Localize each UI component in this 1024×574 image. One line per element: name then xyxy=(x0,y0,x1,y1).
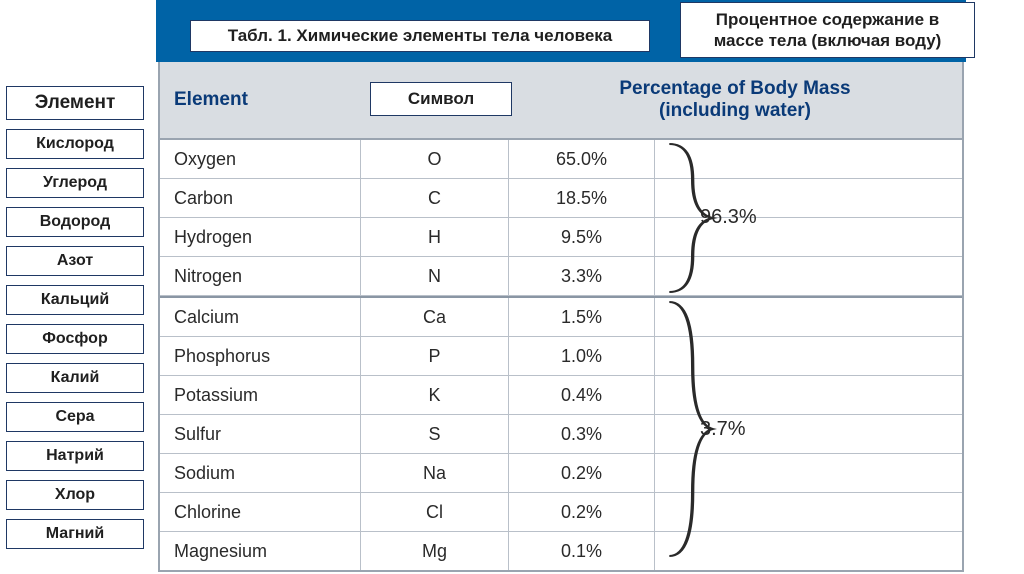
ru-label-box: Калий xyxy=(6,363,144,393)
right-caption-box: Процентное содержание в массе тела (вклю… xyxy=(680,2,975,58)
cell-percent: 1.0% xyxy=(508,337,654,375)
periodic-table-body-mass: Element Percentage of Body Mass (includi… xyxy=(158,62,964,572)
cell-percent: 3.3% xyxy=(508,257,654,295)
table-row: ChlorineCl0.2% xyxy=(160,493,962,532)
table-caption-text: Табл. 1. Химические элементы тела челове… xyxy=(228,26,612,46)
cell-percent: 0.3% xyxy=(508,415,654,453)
ru-label-box: Сера xyxy=(6,402,144,432)
cell-percent: 1.5% xyxy=(508,298,654,336)
cell-symbol: P xyxy=(360,337,508,375)
cell-percent: 0.2% xyxy=(508,454,654,492)
ru-label-box: Магний xyxy=(6,519,144,549)
cell-percent: 0.4% xyxy=(508,376,654,414)
cell-symbol: K xyxy=(360,376,508,414)
cell-percent: 9.5% xyxy=(508,218,654,256)
cell-element: Nitrogen xyxy=(160,257,360,295)
ru-label-box: Фосфор xyxy=(6,324,144,354)
table-row: SulfurS0.3% xyxy=(160,415,962,454)
cell-element: Chlorine xyxy=(160,493,360,531)
ru-label-box: Водород xyxy=(6,207,144,237)
col-header-percentage-line1: Percentage of Body Mass xyxy=(619,78,850,100)
cell-element: Phosphorus xyxy=(160,337,360,375)
cell-percent: 0.2% xyxy=(508,493,654,531)
table-row: CalciumCa1.5% xyxy=(160,296,962,337)
ru-header-box: Элемент xyxy=(6,86,144,120)
col-header-element: Element xyxy=(160,62,360,138)
cell-symbol: H xyxy=(360,218,508,256)
table-row: NitrogenN3.3% xyxy=(160,257,962,296)
table-row: PhosphorusP1.0% xyxy=(160,337,962,376)
symbol-overlay-text: Символ xyxy=(408,89,474,109)
table-row: CarbonC18.5% xyxy=(160,179,962,218)
cell-element: Calcium xyxy=(160,298,360,336)
ru-label-box: Хлор xyxy=(6,480,144,510)
symbol-overlay-box: Символ xyxy=(370,82,512,116)
table-row: MagnesiumMg0.1% xyxy=(160,532,962,570)
table-rows: OxygenO65.0%CarbonC18.5%HydrogenH9.5%Nit… xyxy=(160,140,962,570)
cell-symbol: Cl xyxy=(360,493,508,531)
cell-symbol: S xyxy=(360,415,508,453)
cell-symbol: C xyxy=(360,179,508,217)
cell-element: Oxygen xyxy=(160,140,360,178)
table-header-row: Element Percentage of Body Mass (includi… xyxy=(160,62,962,140)
cell-element: Hydrogen xyxy=(160,218,360,256)
cell-element: Magnesium xyxy=(160,532,360,570)
cell-symbol: N xyxy=(360,257,508,295)
ru-label-box: Натрий xyxy=(6,441,144,471)
table-caption-box: Табл. 1. Химические элементы тела челове… xyxy=(190,20,650,52)
ru-labels-column: Элемент Кислород Углерод Водород Азот Кальци… xyxy=(6,86,144,558)
cell-symbol: Ca xyxy=(360,298,508,336)
cell-element: Carbon xyxy=(160,179,360,217)
cell-percent: 0.1% xyxy=(508,532,654,570)
cell-element: Sodium xyxy=(160,454,360,492)
col-header-percentage: Percentage of Body Mass (including water… xyxy=(508,62,962,138)
col-header-percentage-line2: (including water) xyxy=(659,100,811,122)
table-row: HydrogenH9.5% xyxy=(160,218,962,257)
cell-element: Sulfur xyxy=(160,415,360,453)
ru-header-text: Элемент xyxy=(35,92,116,114)
cell-symbol: O xyxy=(360,140,508,178)
right-caption-text: Процентное содержание в массе тела (вклю… xyxy=(689,9,966,52)
group1-subtotal: 96.3% xyxy=(700,206,757,229)
cell-symbol: Na xyxy=(360,454,508,492)
table-row: SodiumNa0.2% xyxy=(160,454,962,493)
cell-percent: 65.0% xyxy=(508,140,654,178)
ru-label-box: Углерод xyxy=(6,168,144,198)
table-row: OxygenO65.0% xyxy=(160,140,962,179)
table-row: PotassiumK0.4% xyxy=(160,376,962,415)
group2-subtotal: 3.7% xyxy=(700,418,746,441)
ru-label-box: Кислород xyxy=(6,129,144,159)
cell-percent: 18.5% xyxy=(508,179,654,217)
ru-label-box: Азот xyxy=(6,246,144,276)
ru-label-box: Кальций xyxy=(6,285,144,315)
cell-symbol: Mg xyxy=(360,532,508,570)
cell-element: Potassium xyxy=(160,376,360,414)
